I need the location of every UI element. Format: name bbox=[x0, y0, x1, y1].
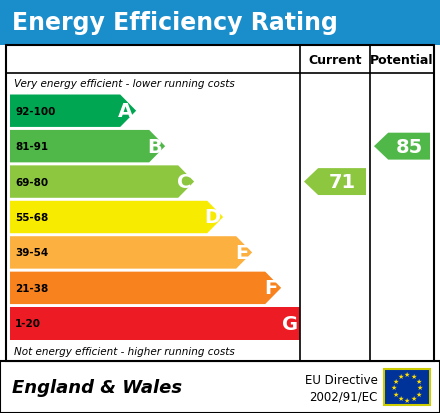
Text: ★: ★ bbox=[392, 391, 399, 396]
Polygon shape bbox=[10, 131, 165, 163]
Text: ★: ★ bbox=[391, 384, 397, 390]
Text: 39-54: 39-54 bbox=[15, 248, 48, 258]
Bar bbox=[0, 0, 440, 46]
Text: 2002/91/EC: 2002/91/EC bbox=[310, 390, 378, 403]
Text: Current: Current bbox=[308, 53, 362, 66]
Bar bbox=[384, 369, 430, 405]
Polygon shape bbox=[10, 237, 252, 269]
Text: D: D bbox=[205, 208, 221, 227]
Text: A: A bbox=[118, 102, 133, 121]
Text: EU Directive: EU Directive bbox=[305, 373, 378, 386]
Text: ★: ★ bbox=[415, 377, 422, 384]
Text: E: E bbox=[235, 243, 249, 262]
Polygon shape bbox=[374, 133, 430, 160]
Text: ★: ★ bbox=[392, 377, 399, 384]
Text: ★: ★ bbox=[404, 397, 410, 403]
Text: ★: ★ bbox=[397, 373, 403, 379]
Text: C: C bbox=[176, 173, 191, 192]
Text: F: F bbox=[264, 279, 277, 298]
Text: 55-68: 55-68 bbox=[15, 212, 48, 223]
Text: 21-38: 21-38 bbox=[15, 283, 48, 293]
Text: 85: 85 bbox=[396, 137, 423, 156]
Text: B: B bbox=[147, 137, 162, 156]
Text: ★: ★ bbox=[411, 395, 417, 401]
Text: 81-91: 81-91 bbox=[15, 142, 48, 152]
Text: ★: ★ bbox=[417, 384, 423, 390]
Text: 69-80: 69-80 bbox=[15, 177, 48, 187]
Text: Potential: Potential bbox=[370, 53, 434, 66]
Text: England & Wales: England & Wales bbox=[12, 378, 182, 396]
Polygon shape bbox=[10, 166, 194, 198]
Text: ★: ★ bbox=[411, 373, 417, 379]
Text: Energy Efficiency Rating: Energy Efficiency Rating bbox=[12, 11, 338, 35]
Bar bbox=[6, 46, 434, 361]
Text: Very energy efficient - lower running costs: Very energy efficient - lower running co… bbox=[14, 79, 235, 89]
Polygon shape bbox=[10, 201, 223, 234]
Polygon shape bbox=[10, 307, 300, 339]
Text: 71: 71 bbox=[329, 173, 356, 192]
Bar bbox=[0, 361, 440, 413]
Polygon shape bbox=[10, 272, 281, 304]
Text: ★: ★ bbox=[415, 391, 422, 396]
Text: 92-100: 92-100 bbox=[15, 107, 55, 116]
Text: G: G bbox=[282, 314, 298, 333]
Polygon shape bbox=[304, 169, 366, 196]
Text: 1-20: 1-20 bbox=[15, 318, 41, 328]
Text: Not energy efficient - higher running costs: Not energy efficient - higher running co… bbox=[14, 346, 235, 356]
Polygon shape bbox=[10, 95, 136, 128]
Text: ★: ★ bbox=[404, 371, 410, 377]
Text: ★: ★ bbox=[397, 395, 403, 401]
